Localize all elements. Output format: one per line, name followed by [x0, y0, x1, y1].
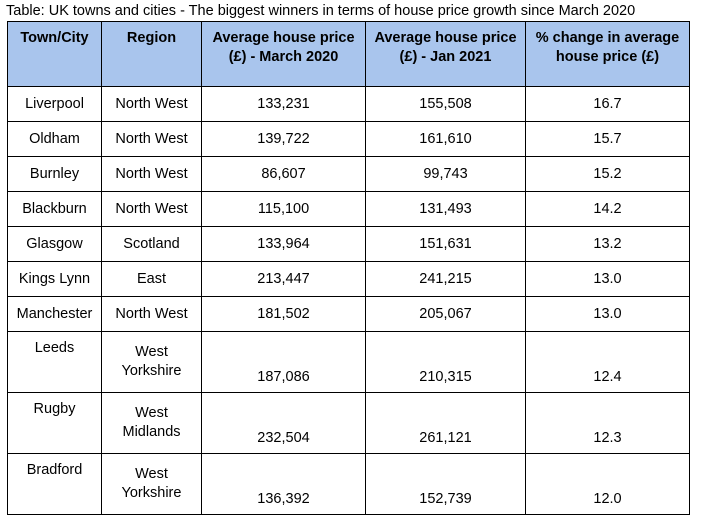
cell-region: West Yorkshire	[101, 453, 202, 515]
table-row: Bradford West Yorkshire 136,392 152,739 1…	[7, 453, 690, 515]
cell-price-jan-2021: 261,121	[365, 392, 526, 454]
region-line-1: West	[135, 405, 168, 421]
header-town-city: Town/City	[7, 21, 102, 87]
table-row: Oldham North West 139,722 161,610 15.7	[7, 121, 690, 157]
table-row: Liverpool North West 133,231 155,508 16.…	[7, 86, 690, 122]
cell-price-march-2020: 232,504	[201, 392, 366, 454]
cell-city: Bradford	[7, 453, 102, 515]
cell-price-jan-2021: 241,215	[365, 261, 526, 297]
header-price-jan-2021: Average house price (£) - Jan 2021	[365, 21, 526, 87]
cell-region: North West	[101, 296, 202, 332]
cell-region: Scotland	[101, 226, 202, 262]
cell-region: North West	[101, 156, 202, 192]
cell-percent-change: 16.7	[525, 86, 690, 122]
cell-price-march-2020: 187,086	[201, 331, 366, 393]
table-row: Blackburn North West 115,100 131,493 14.…	[7, 191, 690, 227]
cell-percent-change: 12.4	[525, 331, 690, 393]
cell-city: Glasgow	[7, 226, 102, 262]
cell-city: Liverpool	[7, 86, 102, 122]
table-caption: Table: UK towns and cities - The biggest…	[6, 3, 636, 19]
cell-city: Blackburn	[7, 191, 102, 227]
header-row: Town/City Region Average house price (£)…	[7, 21, 690, 87]
cell-percent-change: 15.7	[525, 121, 690, 157]
cell-city: Manchester	[7, 296, 102, 332]
cell-price-jan-2021: 210,315	[365, 331, 526, 393]
cell-region: West Midlands	[101, 392, 202, 454]
cell-price-march-2020: 181,502	[201, 296, 366, 332]
cell-price-march-2020: 133,231	[201, 86, 366, 122]
cell-city: Rugby	[7, 392, 102, 454]
region-line-2: Yorkshire	[121, 363, 182, 379]
region-line-2: Midlands	[122, 424, 181, 440]
table-row: Leeds West Yorkshire 187,086 210,315 12.4	[7, 331, 690, 393]
cell-price-march-2020: 139,722	[201, 121, 366, 157]
cell-percent-change: 14.2	[525, 191, 690, 227]
cell-percent-change: 12.0	[525, 453, 690, 515]
cell-price-march-2020: 133,964	[201, 226, 366, 262]
cell-price-jan-2021: 131,493	[365, 191, 526, 227]
table-row: Rugby West Midlands 232,504 261,121 12.3	[7, 392, 690, 454]
cell-price-jan-2021: 99,743	[365, 156, 526, 192]
cell-price-jan-2021: 152,739	[365, 453, 526, 515]
cell-percent-change: 13.0	[525, 261, 690, 297]
header-price-march-2020: Average house price (£) - March 2020	[201, 21, 366, 87]
cell-region: West Yorkshire	[101, 331, 202, 393]
cell-price-jan-2021: 205,067	[365, 296, 526, 332]
table-row: Kings Lynn East 213,447 241,215 13.0	[7, 261, 690, 297]
region-line-1: West	[135, 466, 168, 482]
table-row: Manchester North West 181,502 205,067 13…	[7, 296, 690, 332]
region-line-2: Yorkshire	[121, 485, 182, 501]
cell-percent-change: 12.3	[525, 392, 690, 454]
header-percent-change: % change in average house price (£)	[525, 21, 690, 87]
cell-price-march-2020: 136,392	[201, 453, 366, 515]
cell-price-march-2020: 213,447	[201, 261, 366, 297]
cell-region: East	[101, 261, 202, 297]
cell-region: North West	[101, 191, 202, 227]
table-row: Burnley North West 86,607 99,743 15.2	[7, 156, 690, 192]
region-line-1: West	[135, 344, 168, 360]
cell-city: Oldham	[7, 121, 102, 157]
cell-city: Kings Lynn	[7, 261, 102, 297]
cell-city: Burnley	[7, 156, 102, 192]
cell-percent-change: 15.2	[525, 156, 690, 192]
cell-price-jan-2021: 161,610	[365, 121, 526, 157]
cell-price-march-2020: 86,607	[201, 156, 366, 192]
header-region: Region	[101, 21, 202, 87]
cell-region: North West	[101, 86, 202, 122]
cell-price-march-2020: 115,100	[201, 191, 366, 227]
table-row: Glasgow Scotland 133,964 151,631 13.2	[7, 226, 690, 262]
cell-percent-change: 13.2	[525, 226, 690, 262]
cell-region: North West	[101, 121, 202, 157]
house-price-table: Town/City Region Average house price (£)…	[7, 21, 690, 515]
cell-city: Leeds	[7, 331, 102, 393]
cell-price-jan-2021: 151,631	[365, 226, 526, 262]
cell-percent-change: 13.0	[525, 296, 690, 332]
cell-price-jan-2021: 155,508	[365, 86, 526, 122]
